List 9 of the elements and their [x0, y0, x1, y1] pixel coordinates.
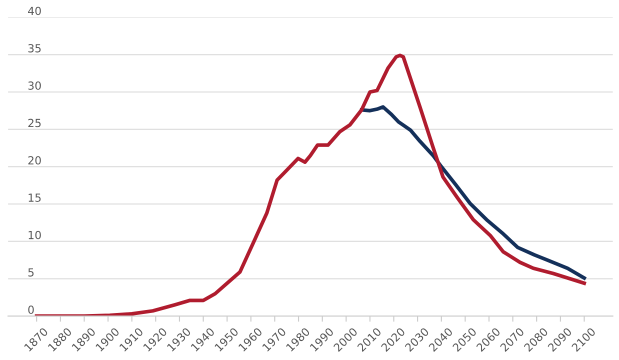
y-tick-label: 0: [28, 306, 34, 314]
y-tick-label: 5: [28, 268, 34, 277]
y-tick-label: 30: [28, 81, 41, 90]
y-tick-label: 10: [28, 230, 41, 240]
y-tick-label: 35: [28, 44, 41, 52]
y-tick-label: 15: [28, 194, 41, 202]
y-tick-label: 25: [28, 118, 41, 128]
y-tick-label: 40: [28, 6, 41, 16]
y-tick-label: 20: [28, 156, 41, 165]
